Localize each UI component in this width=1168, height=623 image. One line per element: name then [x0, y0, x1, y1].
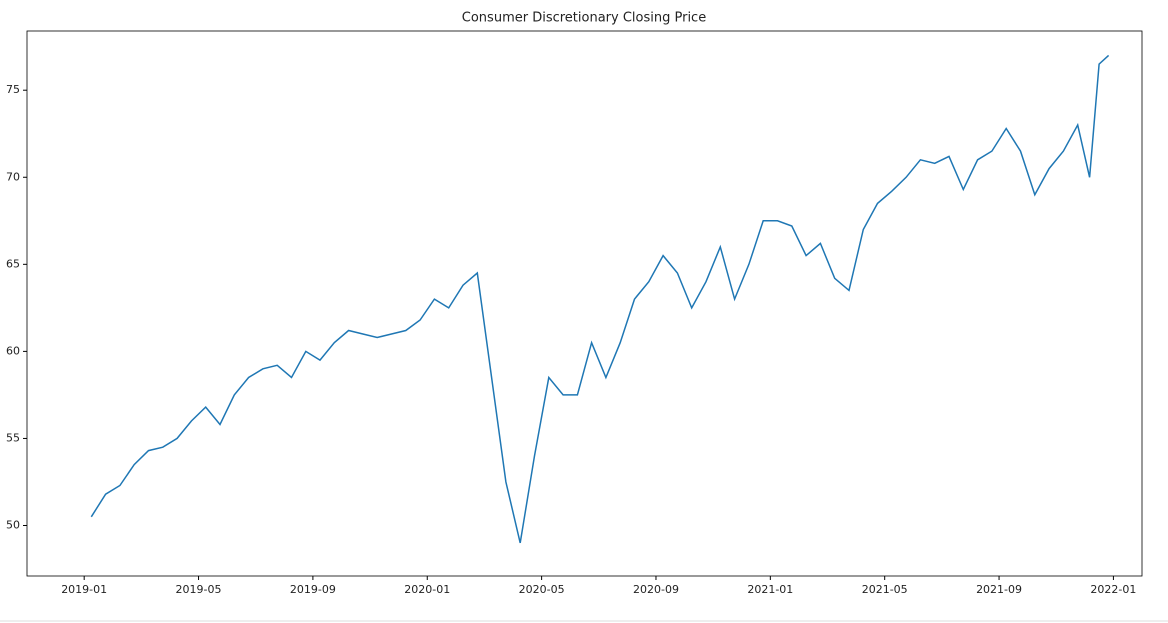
x-tick-label: 2021-09 — [976, 583, 1022, 596]
x-tick-label: 2021-05 — [862, 583, 908, 596]
x-tick-label: 2020-01 — [404, 583, 450, 596]
x-tick-label: 2021-01 — [747, 583, 793, 596]
x-tick-label: 2019-05 — [176, 583, 222, 596]
x-tick-label: 2020-05 — [519, 583, 565, 596]
plot-frame — [26, 30, 1143, 577]
x-tick-label: 2019-09 — [290, 583, 336, 596]
x-tick-label: 2022-01 — [1090, 583, 1136, 596]
price-line — [90, 54, 1110, 544]
y-tick-label: 55 — [6, 431, 20, 444]
y-tick-label: 50 — [6, 519, 20, 532]
y-tick-label: 75 — [6, 83, 20, 96]
x-tick-label: 2020-09 — [633, 583, 679, 596]
y-tick-label: 70 — [6, 170, 20, 183]
y-tick-label: 65 — [6, 257, 20, 270]
x-tick-label: 2019-01 — [61, 583, 107, 596]
chart-title: Consumer Discretionary Closing Price — [462, 11, 706, 26]
y-tick-label: 60 — [6, 344, 20, 357]
